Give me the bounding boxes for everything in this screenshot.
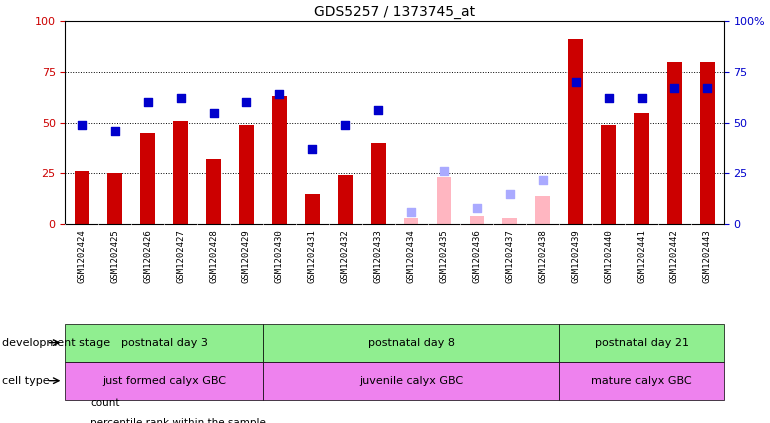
- Text: GSM1202430: GSM1202430: [275, 229, 284, 283]
- Text: GSM1202425: GSM1202425: [110, 229, 119, 283]
- Point: [339, 121, 351, 128]
- Bar: [140, 133, 155, 224]
- Text: GSM1202432: GSM1202432: [341, 229, 350, 283]
- Text: GSM1202440: GSM1202440: [604, 229, 613, 283]
- Text: GSM1202443: GSM1202443: [703, 229, 711, 283]
- Point: [668, 85, 681, 91]
- Point: [537, 176, 549, 183]
- Bar: [263, 324, 559, 362]
- Text: just formed calyx GBC: just formed calyx GBC: [102, 376, 226, 386]
- Point: [306, 146, 319, 152]
- Bar: [75, 171, 89, 224]
- Text: GSM1202424: GSM1202424: [78, 229, 86, 283]
- Text: mature calyx GBC: mature calyx GBC: [591, 376, 691, 386]
- Text: GSM1202434: GSM1202434: [407, 229, 416, 283]
- Title: GDS5257 / 1373745_at: GDS5257 / 1373745_at: [314, 5, 475, 19]
- Bar: [568, 39, 583, 224]
- Bar: [437, 178, 451, 224]
- Text: postnatal day 8: postnatal day 8: [367, 338, 454, 348]
- Text: GSM1202429: GSM1202429: [242, 229, 251, 283]
- Point: [635, 95, 648, 102]
- Point: [405, 209, 417, 215]
- Bar: [403, 218, 418, 224]
- Bar: [700, 62, 715, 224]
- Point: [470, 205, 483, 212]
- Text: GSM1202433: GSM1202433: [373, 229, 383, 283]
- Bar: [535, 196, 550, 224]
- Text: count: count: [90, 398, 119, 408]
- Point: [175, 95, 187, 102]
- Bar: [470, 216, 484, 224]
- Bar: [559, 362, 724, 400]
- Text: GSM1202428: GSM1202428: [209, 229, 218, 283]
- Text: GSM1202427: GSM1202427: [176, 229, 185, 283]
- Text: postnatal day 21: postnatal day 21: [594, 338, 688, 348]
- Text: GSM1202439: GSM1202439: [571, 229, 580, 283]
- Point: [207, 109, 219, 116]
- Bar: [108, 173, 122, 224]
- Text: GSM1202431: GSM1202431: [308, 229, 316, 283]
- Bar: [272, 96, 286, 224]
- Text: cell type: cell type: [2, 376, 49, 386]
- Point: [701, 85, 714, 91]
- Text: development stage: development stage: [2, 338, 109, 348]
- Bar: [601, 125, 616, 224]
- Text: GSM1202442: GSM1202442: [670, 229, 679, 283]
- Text: GSM1202441: GSM1202441: [637, 229, 646, 283]
- Text: GSM1202436: GSM1202436: [473, 229, 481, 283]
- Point: [75, 121, 88, 128]
- Bar: [634, 113, 649, 224]
- Text: postnatal day 3: postnatal day 3: [121, 338, 208, 348]
- Bar: [559, 324, 724, 362]
- Text: GSM1202438: GSM1202438: [538, 229, 547, 283]
- Point: [273, 91, 286, 98]
- Bar: [305, 194, 320, 224]
- Point: [142, 99, 154, 106]
- Text: GSM1202437: GSM1202437: [505, 229, 514, 283]
- Bar: [173, 121, 188, 224]
- Text: GSM1202435: GSM1202435: [440, 229, 448, 283]
- Bar: [65, 362, 263, 400]
- Bar: [263, 362, 559, 400]
- Point: [602, 95, 614, 102]
- Bar: [65, 324, 263, 362]
- Bar: [338, 176, 353, 224]
- Bar: [371, 143, 386, 224]
- Text: juvenile calyx GBC: juvenile calyx GBC: [359, 376, 463, 386]
- Text: GSM1202426: GSM1202426: [143, 229, 152, 283]
- Point: [109, 127, 121, 134]
- Bar: [667, 62, 681, 224]
- Bar: [239, 125, 254, 224]
- Bar: [503, 218, 517, 224]
- Point: [504, 190, 516, 197]
- Point: [240, 99, 253, 106]
- Text: percentile rank within the sample: percentile rank within the sample: [90, 418, 266, 423]
- Bar: [206, 159, 221, 224]
- Point: [570, 79, 582, 85]
- Point: [438, 168, 450, 175]
- Point: [372, 107, 384, 114]
